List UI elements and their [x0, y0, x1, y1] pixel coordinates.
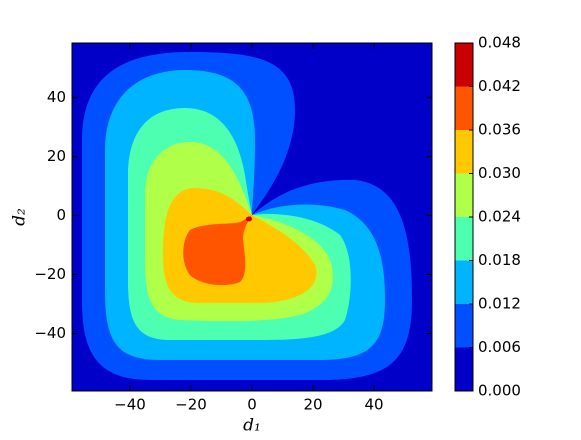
- colorbar-tick-label: 0.006: [478, 338, 521, 356]
- y-tick-label: 20: [47, 147, 66, 165]
- x-tick-label: −40: [114, 396, 146, 414]
- x-axis-label: d₁: [243, 416, 261, 436]
- colorbar-swatch: [455, 217, 473, 261]
- y-axis-label: d₂: [10, 208, 30, 226]
- contour-area: [72, 43, 432, 391]
- colorbar-swatch: [455, 130, 473, 174]
- colorbar-tick-label: 0.042: [478, 77, 521, 95]
- colorbar-tick-label: 0.012: [478, 295, 521, 313]
- colorbar-swatch: [455, 304, 473, 348]
- colorbar-tick-label: 0.048: [478, 34, 521, 52]
- x-tick-label: −20: [175, 396, 207, 414]
- colorbar-tick-label: 0.030: [478, 164, 521, 182]
- colorbar-tick-label: 0.024: [478, 208, 521, 226]
- contour-band: [183, 215, 252, 286]
- x-tick-label: 40: [364, 396, 383, 414]
- colorbar-swatch: [455, 347, 473, 391]
- colorbar-tick-label: 0.036: [478, 121, 521, 139]
- y-tick-label: 40: [47, 88, 66, 106]
- y-tick-label: −20: [34, 265, 66, 283]
- contour-band: [246, 216, 252, 222]
- colorbar-tick-label: 0.000: [478, 382, 521, 400]
- colorbar-swatch: [455, 86, 473, 130]
- colorbar-swatch: [455, 173, 473, 217]
- y-tick-label: −40: [34, 324, 66, 342]
- colorbar-swatch: [455, 43, 473, 87]
- y-tick-label: 0: [56, 206, 66, 224]
- x-tick-label: 0: [247, 396, 257, 414]
- x-tick-label: 20: [303, 396, 322, 414]
- colorbar-tick-label: 0.018: [478, 251, 521, 269]
- colorbar-swatch: [455, 260, 473, 304]
